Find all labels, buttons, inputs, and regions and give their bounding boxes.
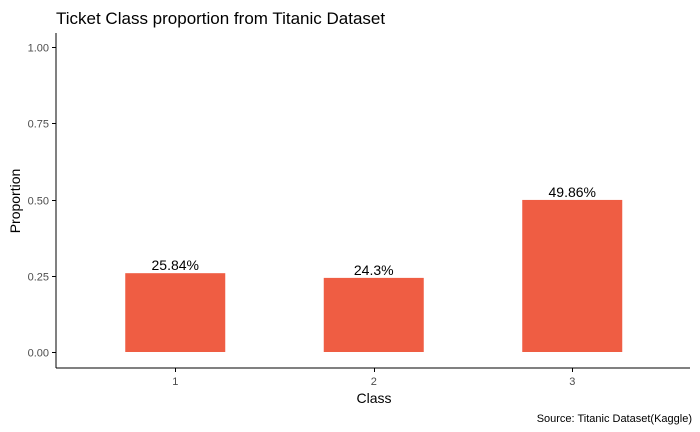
- chart-title: Ticket Class proportion from Titanic Dat…: [56, 9, 385, 28]
- bar-value-label: 25.84%: [152, 257, 199, 273]
- bar-class-2: [323, 277, 424, 352]
- bar-class-3: [522, 199, 623, 352]
- bars-group: [125, 199, 623, 352]
- bar-class-1: [125, 273, 226, 352]
- y-axis-title: Proportion: [7, 169, 23, 234]
- x-tick-label: 2: [371, 376, 377, 388]
- y-tick-label: 1.00: [28, 43, 49, 55]
- x-axis-title: Class: [356, 390, 391, 406]
- x-tick-label: 1: [172, 376, 178, 388]
- y-tick-label: 0.75: [28, 119, 49, 131]
- bar-value-label: 49.86%: [549, 184, 596, 200]
- source-caption: Source: Titanic Dataset(Kaggle): [537, 413, 692, 425]
- x-axis: 1 2 3: [56, 367, 690, 388]
- x-tick-label: 3: [569, 376, 575, 388]
- y-axis: 0.00 0.25 0.50 0.75 1.00: [28, 33, 57, 368]
- y-tick-label: 0.00: [28, 348, 49, 360]
- y-tick-label: 0.50: [28, 196, 49, 208]
- data-labels-group: 25.84% 24.3% 49.86%: [152, 184, 596, 278]
- bar-value-label: 24.3%: [354, 262, 394, 278]
- y-tick-label: 0.25: [28, 272, 49, 284]
